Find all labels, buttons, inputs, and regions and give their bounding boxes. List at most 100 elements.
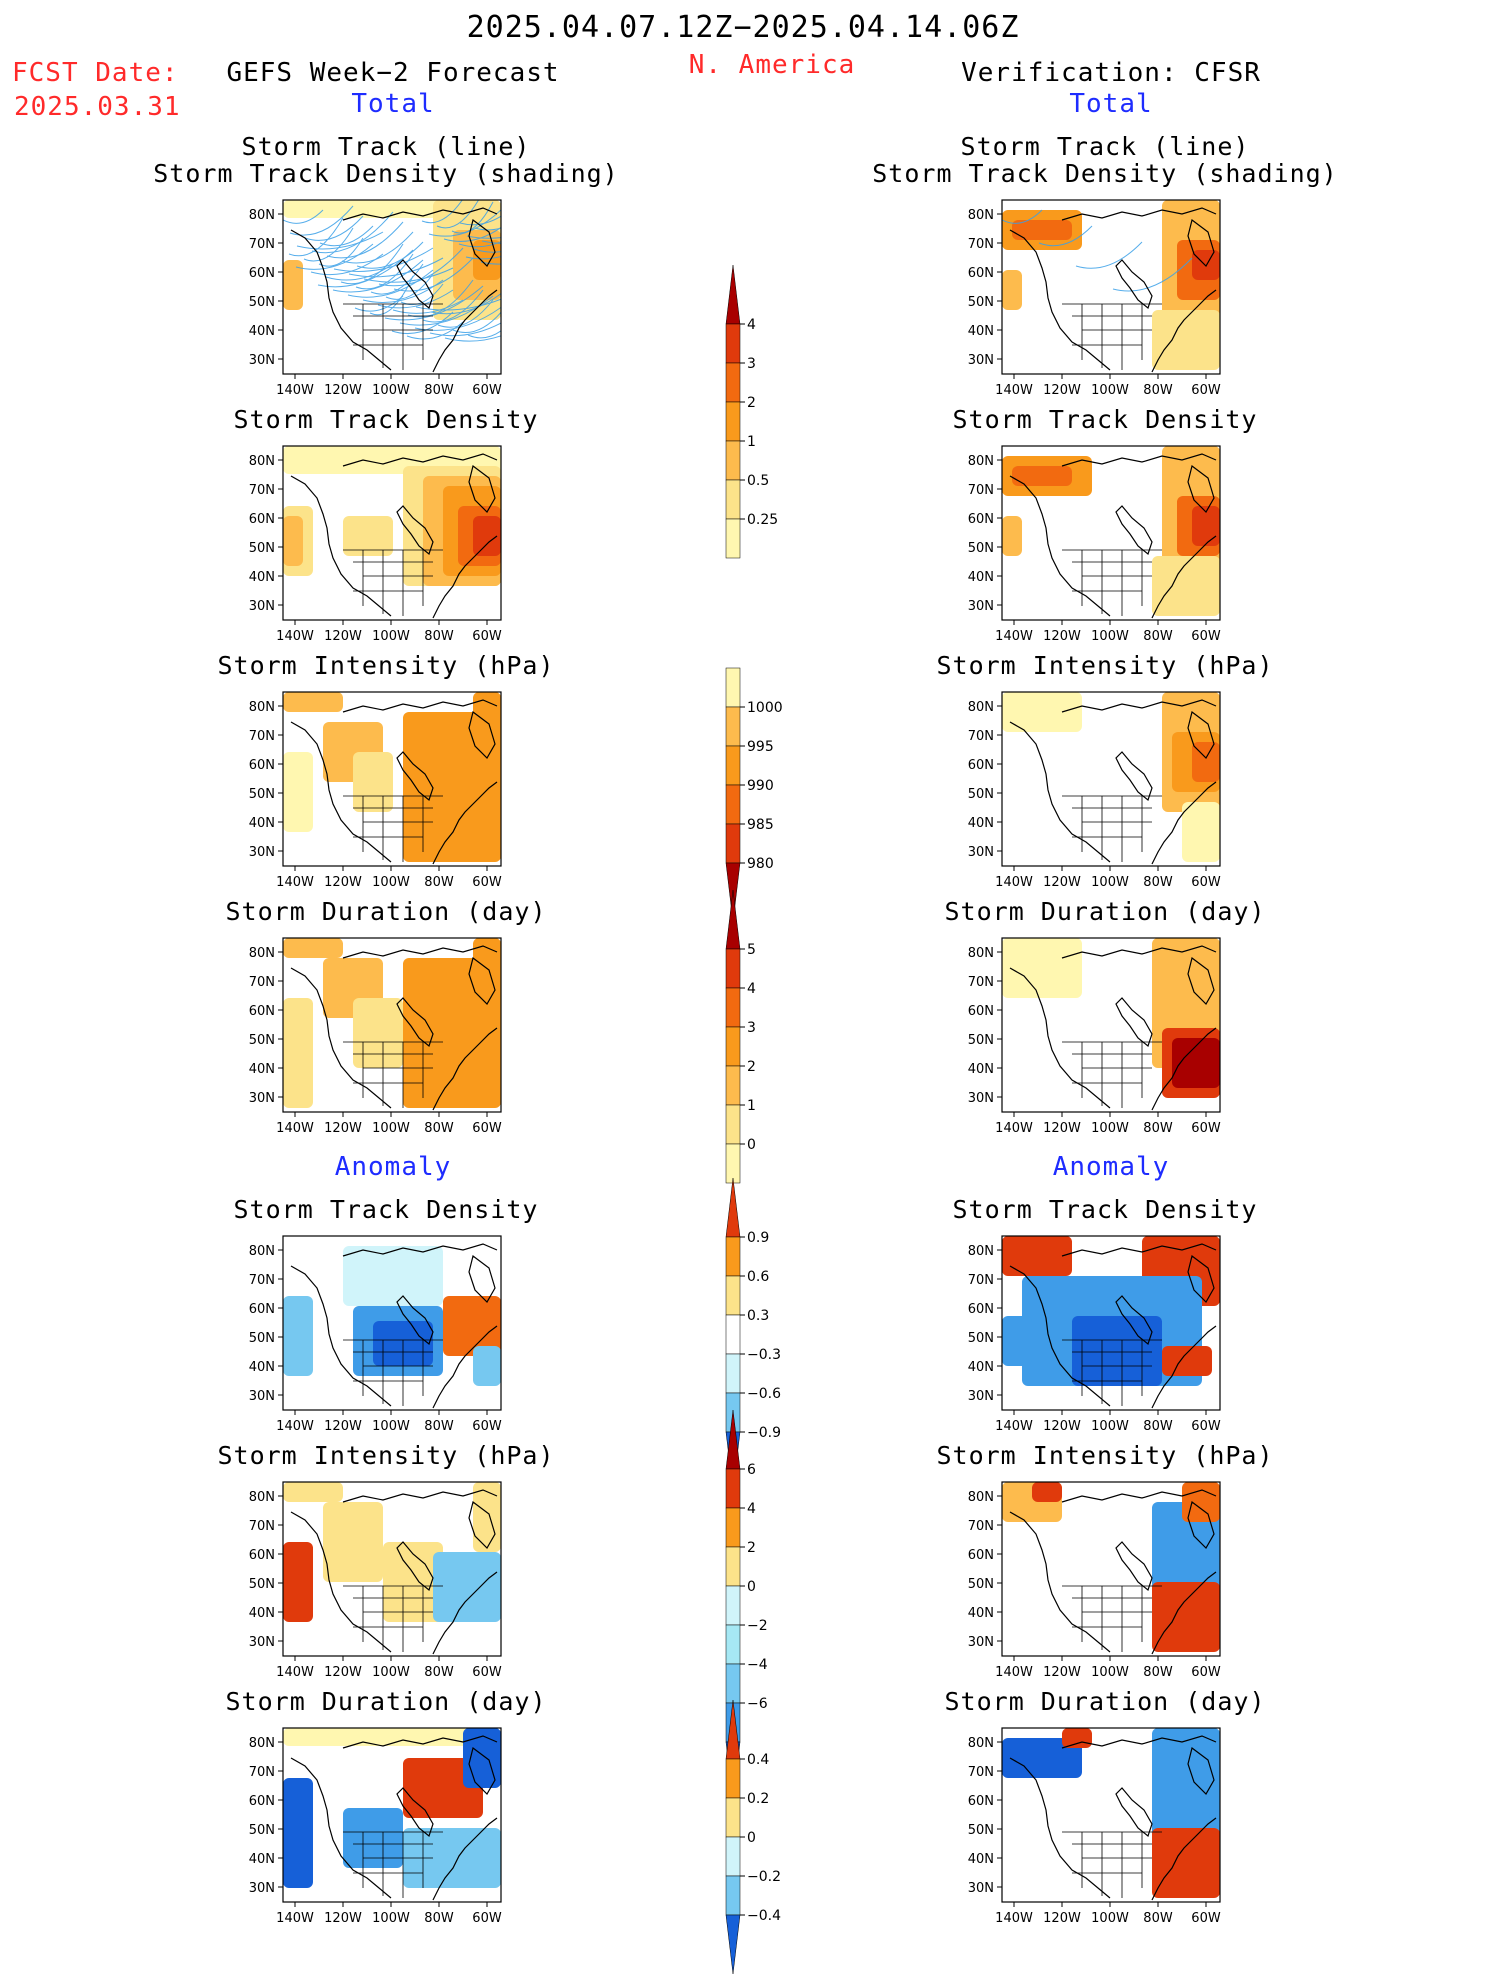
colorbar-segment: [725, 1236, 741, 1277]
shaded-region: [1062, 1728, 1092, 1748]
colorbar-label: −2: [747, 1618, 768, 1634]
lat-tick-label: 30N: [968, 599, 994, 614]
lat-tick-label: 40N: [968, 570, 994, 585]
lon-tick-label: 120W: [1043, 1665, 1081, 1680]
lat-tick-label: 70N: [249, 729, 275, 744]
lon-tick-label: 80W: [424, 1419, 454, 1434]
colorbar-segment: [725, 401, 741, 442]
colorbar-label: 4: [747, 317, 756, 333]
lon-tick-label: 100W: [1091, 875, 1129, 890]
lat-tick-label: 60N: [968, 266, 994, 281]
shaded-region: [1032, 1482, 1062, 1502]
shaded-region: [433, 1552, 501, 1622]
colorbar-segment: [725, 1314, 741, 1355]
colorbar-segment: [725, 1410, 741, 1470]
coastline: [1009, 699, 1217, 865]
colorbar-segment: [725, 1875, 741, 1916]
colorbar-segment: [725, 1178, 741, 1238]
colorbar-total-intensity: 1000 995 990 985 980: [725, 667, 783, 922]
shaded-region: [1152, 1582, 1220, 1652]
lon-tick-label: 100W: [1091, 383, 1129, 398]
lat-tick-label: 40N: [249, 1852, 275, 1867]
lon-tick-label: 100W: [372, 1911, 410, 1926]
title-anom-duration-right: Storm Duration (day): [944, 1687, 1266, 1716]
lon-tick-label: 120W: [1043, 1121, 1081, 1136]
colorbar-label: 0: [747, 1830, 756, 1846]
state-borders: [1062, 549, 1162, 616]
lon-tick-label: 80W: [424, 1121, 454, 1136]
lon-tick-label: 120W: [324, 1419, 362, 1434]
map-frame: [1001, 937, 1221, 1113]
left-anomaly-label: Anomaly: [334, 1152, 452, 1182]
lat-tick-label: 30N: [968, 353, 994, 368]
coastline: [290, 1735, 498, 1901]
lon-tick-label: 60W: [472, 1419, 502, 1434]
lat-tick-label: 80N: [968, 1244, 994, 1259]
lon-tick-label: 120W: [324, 629, 362, 644]
lon-tick-label: 100W: [372, 875, 410, 890]
title-track-line-left: Storm Track (line): [241, 132, 531, 161]
lat-tick-label: 50N: [968, 1033, 994, 1048]
lat-tick-label: 70N: [249, 1519, 275, 1534]
shaded-region: [1182, 1482, 1220, 1522]
shaded-region: [283, 752, 313, 832]
lon-tick-label: 80W: [1143, 875, 1173, 890]
lat-tick-label: 50N: [249, 295, 275, 310]
right-total-label: Total: [1069, 89, 1153, 119]
lat-tick-label: 40N: [249, 570, 275, 585]
lon-tick-label: 80W: [1143, 383, 1173, 398]
shaded-region: [353, 998, 403, 1068]
lat-tick-label: 50N: [249, 1331, 275, 1346]
shaded-region: [283, 1778, 313, 1888]
colorbar-segment: [725, 1585, 741, 1626]
colorbar-segment: [725, 823, 741, 864]
title-density-left: Storm Track Density: [233, 405, 539, 434]
right-anomaly-label: Anomaly: [1052, 1152, 1170, 1182]
lat-tick-label: 70N: [249, 483, 275, 498]
shaded-region: [283, 1728, 501, 1746]
state-borders: [343, 303, 443, 370]
shaded-region: [283, 516, 303, 566]
lat-tick-label: 50N: [968, 1331, 994, 1346]
colorbar-label: 0.25: [747, 512, 778, 528]
lon-tick-label: 80W: [1143, 1665, 1173, 1680]
coastline: [1009, 945, 1217, 1111]
colorbar-segment: [725, 265, 741, 325]
region-label: N. America: [688, 50, 856, 80]
colorbar-segment: [725, 1353, 741, 1394]
title-anom-intensity-right: Storm Intensity (hPa): [936, 1441, 1274, 1470]
colorbar-label: 0: [747, 1579, 756, 1595]
lon-tick-label: 120W: [1043, 383, 1081, 398]
shaded-region: [1072, 1316, 1162, 1386]
lon-tick-label: 80W: [1143, 1419, 1173, 1434]
state-borders: [1062, 1585, 1162, 1652]
colorbar-segment: [725, 1275, 741, 1316]
shaded-region: [283, 998, 313, 1108]
lat-tick-label: 60N: [249, 1548, 275, 1563]
lat-tick-label: 40N: [249, 1062, 275, 1077]
title-duration-left: Storm Duration (day): [225, 897, 547, 926]
lat-tick-label: 50N: [968, 787, 994, 802]
colorbar-segment: [725, 1836, 741, 1877]
lon-tick-label: 60W: [472, 875, 502, 890]
lon-tick-label: 60W: [472, 629, 502, 644]
map-frame: [1001, 1235, 1221, 1411]
lon-tick-label: 140W: [276, 875, 314, 890]
colorbar-segment: [725, 1663, 741, 1704]
colorbar-label: 0.4: [747, 1752, 769, 1768]
lat-tick-label: 40N: [968, 816, 994, 831]
lon-tick-label: 140W: [995, 629, 1033, 644]
colorbar-segment: [725, 706, 741, 747]
lon-tick-label: 60W: [1191, 1419, 1221, 1434]
lat-tick-label: 30N: [968, 1389, 994, 1404]
lon-tick-label: 80W: [424, 629, 454, 644]
shaded-region: [283, 938, 343, 958]
lat-tick-label: 70N: [968, 729, 994, 744]
lon-tick-label: 60W: [472, 1911, 502, 1926]
lat-tick-label: 70N: [968, 237, 994, 252]
shaded-region: [1002, 1236, 1072, 1276]
shaded-region: [443, 1296, 501, 1356]
colorbar-segment: [725, 323, 741, 364]
